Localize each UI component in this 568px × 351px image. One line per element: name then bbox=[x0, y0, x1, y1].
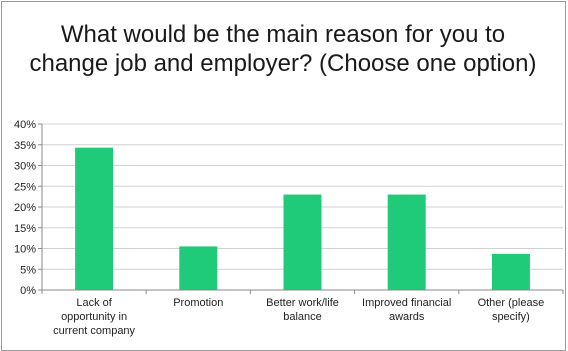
category-label-line: opportunity in bbox=[61, 311, 127, 323]
category-label: Better work/life balance bbox=[266, 297, 339, 323]
category-label: Other (please specify) bbox=[478, 297, 545, 323]
y-tick-labels: 0% 5% 10% 15% 20% 25% 30% 35% 40% bbox=[14, 119, 36, 297]
bar bbox=[283, 194, 322, 290]
category-label-line: Lack of bbox=[76, 297, 112, 309]
y-tick-label: 35% bbox=[14, 140, 36, 152]
axes bbox=[41, 124, 564, 294]
bar bbox=[491, 253, 530, 290]
category-label-line: specify) bbox=[492, 311, 530, 323]
category-label: Promotion bbox=[173, 297, 223, 309]
y-tick-label: 10% bbox=[14, 244, 36, 256]
category-label-line: Better work/life bbox=[266, 297, 339, 309]
y-tick-label: 15% bbox=[14, 223, 36, 235]
bar bbox=[75, 147, 114, 290]
y-tick-label: 0% bbox=[20, 285, 36, 297]
category-labels: Lack of opportunity in current company Prom… bbox=[53, 297, 544, 337]
y-tick-label: 5% bbox=[20, 264, 36, 276]
chart-title: What would be the main reason for you to… bbox=[29, 21, 537, 77]
bar bbox=[387, 194, 426, 290]
category-label-line: Promotion bbox=[173, 297, 223, 309]
category-label: Lack of opportunity in current company bbox=[53, 297, 135, 337]
category-label-line: current company bbox=[53, 325, 135, 337]
y-tick-label: 25% bbox=[14, 181, 36, 193]
category-label-line: awards bbox=[389, 311, 425, 323]
bar bbox=[179, 246, 218, 290]
y-tick-label: 30% bbox=[14, 161, 36, 173]
bars bbox=[75, 147, 530, 290]
category-label-line: Other (please bbox=[478, 297, 545, 309]
category-label: Improved financial awards bbox=[362, 297, 451, 323]
y-tick-label: 40% bbox=[14, 119, 36, 131]
y-tick-label: 20% bbox=[14, 202, 36, 214]
category-label-line: balance bbox=[283, 311, 322, 323]
category-label-line: Improved financial bbox=[362, 297, 451, 309]
